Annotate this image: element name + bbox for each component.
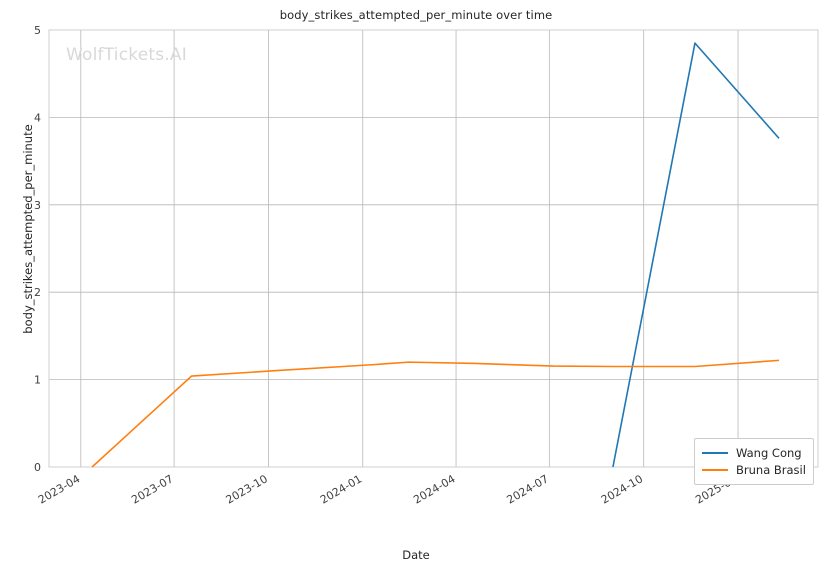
x-tick-label: 2024-01	[318, 472, 364, 506]
legend-label-bruna-brasil: Bruna Brasil	[736, 462, 806, 477]
legend-item-wang-cong[interactable]: Wang Cong	[702, 444, 806, 461]
legend-label-wang-cong: Wang Cong	[736, 445, 802, 460]
legend-item-bruna-brasil[interactable]: Bruna Brasil	[702, 461, 806, 478]
axes-spines	[48, 29, 819, 468]
watermark: WolfTickets.AI	[66, 45, 187, 65]
x-tick-label: 2024-04	[411, 472, 457, 506]
y-tick-label: 2	[34, 286, 41, 299]
x-tick-label: 2023-04	[36, 472, 82, 506]
plot-background	[49, 30, 818, 467]
legend-swatch-wang-cong	[702, 451, 728, 454]
x-tick-label: 2023-07	[129, 472, 175, 506]
x-tick-label: 2024-10	[599, 472, 645, 506]
series-line-wang-cong	[612, 42, 780, 468]
x-axis-ticks: 2023-04 2023-07 2023-10 2024-01 2024-04 2024-…	[36, 472, 740, 506]
y-axis-ticks: 0 1 2 3 4 5	[34, 24, 41, 474]
x-tick-label: 2024-07	[505, 472, 551, 506]
chart-title: body_strikes_attempted_per_minute over t…	[279, 8, 553, 22]
y-tick-label: 3	[34, 199, 41, 212]
data-series	[91, 42, 780, 468]
y-tick-label: 1	[34, 374, 41, 387]
y-tick-label: 5	[34, 24, 41, 37]
chart-legend: Wang Cong Bruna Brasil	[694, 438, 814, 485]
legend-swatch-bruna-brasil	[702, 468, 728, 471]
series-line-bruna-brasil	[91, 359, 780, 468]
y-tick-label: 4	[34, 111, 41, 124]
x-axis-label: Date	[402, 548, 430, 562]
x-tick-label: 2023-10	[224, 472, 270, 506]
y-tick-label: 0	[34, 461, 41, 474]
